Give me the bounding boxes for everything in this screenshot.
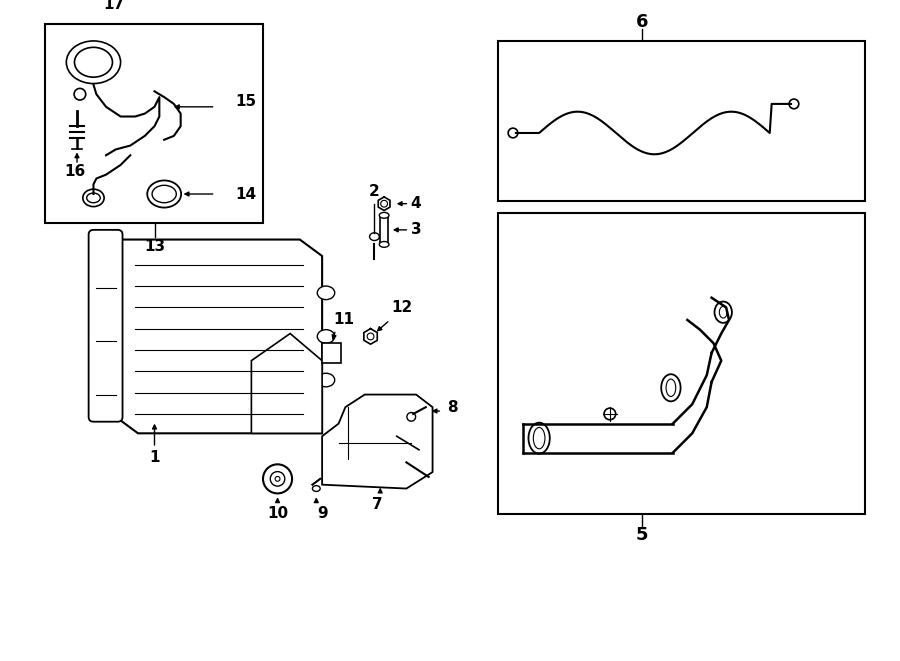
Text: 16: 16 (65, 164, 86, 179)
Ellipse shape (370, 233, 379, 241)
Ellipse shape (381, 200, 388, 207)
Polygon shape (116, 239, 322, 434)
Bar (380, 215, 388, 245)
Text: 3: 3 (410, 222, 421, 237)
Ellipse shape (407, 412, 416, 421)
Text: 8: 8 (446, 400, 457, 414)
Ellipse shape (789, 99, 799, 109)
Ellipse shape (312, 486, 320, 491)
Ellipse shape (318, 286, 335, 299)
Bar (499, 214, 865, 514)
Text: 14: 14 (235, 186, 256, 202)
Text: 5: 5 (635, 526, 648, 544)
Text: 15: 15 (235, 93, 256, 108)
Ellipse shape (367, 333, 374, 340)
Polygon shape (322, 395, 433, 488)
FancyBboxPatch shape (88, 230, 122, 422)
Text: 1: 1 (149, 450, 160, 465)
Bar (45, 24, 263, 223)
Text: 2: 2 (369, 184, 380, 198)
Ellipse shape (318, 373, 335, 387)
Text: 4: 4 (410, 196, 421, 212)
Ellipse shape (67, 41, 121, 83)
Ellipse shape (275, 477, 280, 481)
Text: 7: 7 (372, 496, 382, 512)
Ellipse shape (604, 408, 616, 420)
Ellipse shape (75, 48, 112, 77)
Ellipse shape (528, 422, 550, 453)
Ellipse shape (719, 307, 727, 318)
Ellipse shape (379, 212, 389, 218)
Text: 11: 11 (333, 313, 354, 327)
Ellipse shape (662, 374, 680, 401)
Ellipse shape (318, 330, 335, 343)
Text: 10: 10 (267, 506, 288, 522)
Bar (322, 343, 341, 363)
Ellipse shape (508, 128, 518, 138)
Ellipse shape (86, 193, 100, 203)
Ellipse shape (263, 464, 293, 493)
Ellipse shape (74, 89, 86, 100)
Bar (499, 41, 865, 201)
Text: 17: 17 (104, 0, 124, 12)
Ellipse shape (83, 189, 104, 207)
Ellipse shape (666, 379, 676, 397)
Text: 13: 13 (144, 239, 165, 254)
Ellipse shape (148, 180, 181, 208)
Text: 9: 9 (317, 506, 328, 522)
Ellipse shape (152, 185, 176, 203)
Ellipse shape (715, 301, 732, 323)
Text: 6: 6 (635, 13, 648, 30)
Ellipse shape (379, 241, 389, 247)
Ellipse shape (534, 428, 544, 449)
Ellipse shape (270, 471, 284, 486)
Text: 12: 12 (391, 300, 412, 315)
Polygon shape (251, 334, 322, 434)
